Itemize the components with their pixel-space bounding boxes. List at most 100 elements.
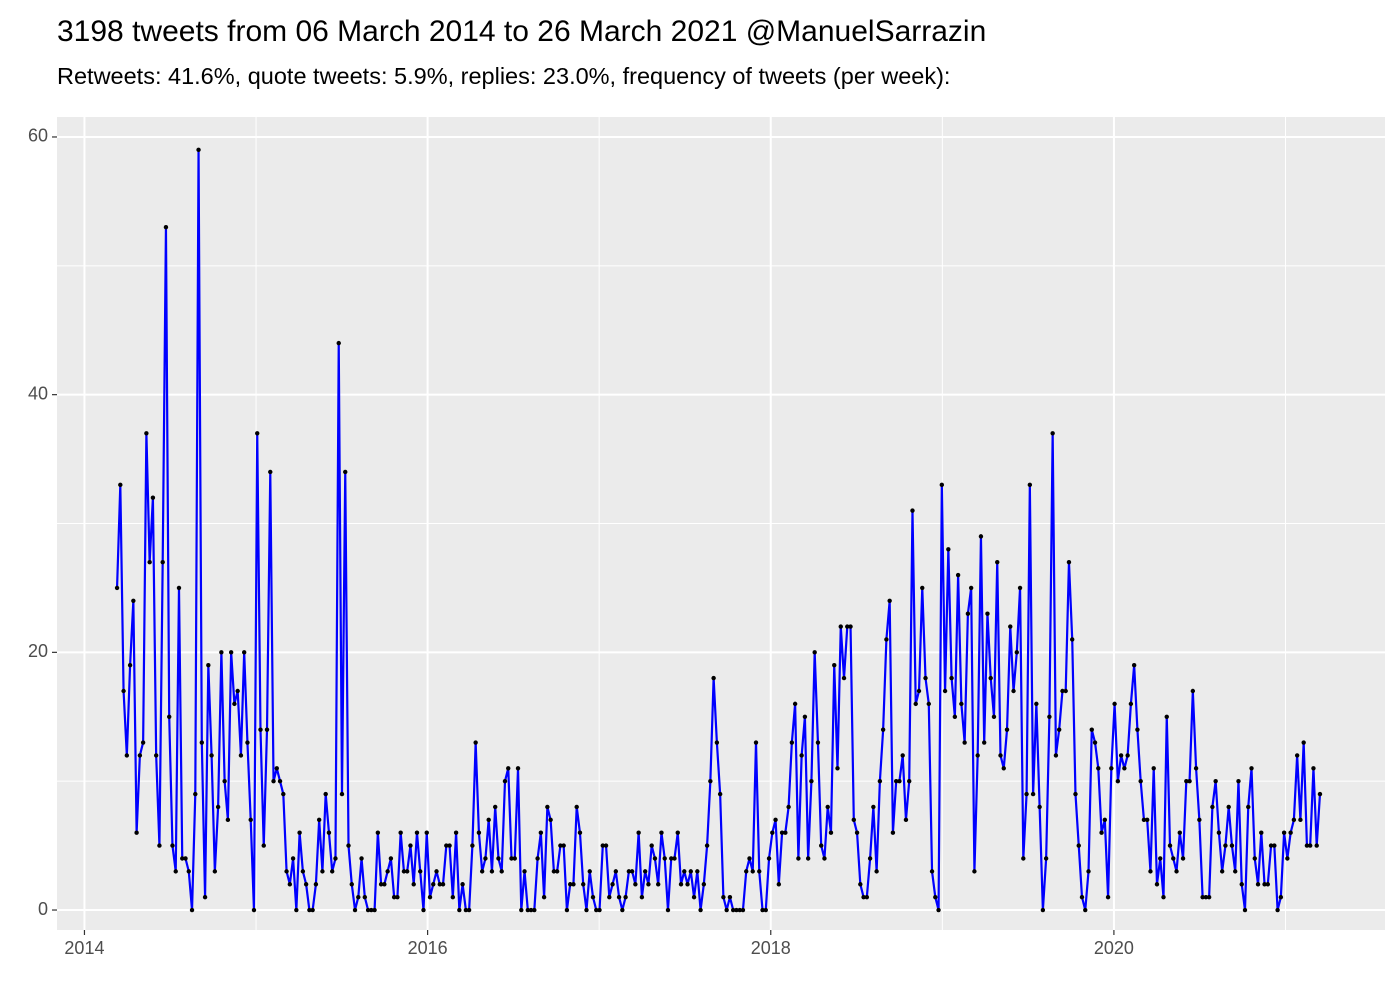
data-point — [871, 804, 876, 810]
data-point — [346, 843, 351, 848]
data-point — [760, 907, 765, 913]
data-point — [822, 856, 827, 861]
data-point — [867, 856, 873, 861]
data-point — [1272, 843, 1277, 848]
data-point — [548, 817, 553, 823]
data-point — [248, 817, 253, 823]
data-point — [343, 469, 348, 475]
data-point — [1109, 766, 1114, 771]
data-point — [1014, 650, 1019, 655]
data-point — [167, 714, 172, 719]
data-point — [440, 882, 446, 887]
data-point — [1034, 701, 1039, 707]
data-point — [629, 869, 635, 874]
data-point — [225, 817, 231, 823]
data-point — [1259, 830, 1264, 835]
data-point — [695, 869, 700, 874]
data-point — [1053, 753, 1059, 758]
x-tick-label: 2018 — [751, 938, 791, 958]
data-point — [730, 907, 736, 913]
data-point — [766, 856, 772, 861]
x-tick-label: 2020 — [1094, 938, 1134, 958]
data-point — [590, 894, 596, 900]
data-point — [946, 547, 951, 552]
data-point — [528, 907, 534, 913]
data-point — [1141, 817, 1147, 823]
data-point — [792, 701, 798, 707]
data-point — [241, 650, 247, 655]
data-point — [173, 869, 178, 874]
data-point — [421, 907, 426, 913]
data-point — [290, 856, 296, 861]
data-point — [121, 688, 126, 694]
data-point — [779, 830, 785, 835]
data-point — [724, 907, 729, 913]
data-point — [646, 882, 651, 887]
data-point — [920, 585, 925, 591]
data-point — [150, 495, 156, 500]
data-point — [434, 869, 439, 874]
data-point — [1066, 559, 1072, 565]
data-point — [620, 907, 625, 913]
data-point — [903, 817, 909, 823]
data-point — [1017, 585, 1023, 591]
data-point — [819, 843, 824, 848]
data-point — [799, 753, 804, 758]
data-point — [893, 778, 899, 784]
data-point — [238, 753, 244, 758]
data-point — [369, 907, 374, 913]
data-point — [493, 804, 498, 810]
data-point — [1265, 882, 1271, 887]
data-point — [1060, 688, 1065, 694]
data-point — [584, 907, 589, 913]
data-point — [995, 559, 1000, 565]
data-point — [812, 650, 817, 655]
data-point — [183, 856, 188, 861]
data-point — [1252, 856, 1257, 861]
data-point — [245, 740, 250, 745]
data-point — [1187, 778, 1192, 784]
data-point — [163, 224, 169, 230]
data-point — [538, 830, 544, 835]
data-point — [300, 869, 306, 874]
data-point — [424, 830, 429, 835]
data-point — [349, 882, 354, 887]
data-point — [1138, 778, 1143, 784]
data-point — [228, 650, 234, 655]
data-point — [1151, 766, 1156, 771]
data-point — [662, 856, 667, 861]
data-point — [359, 856, 364, 861]
data-point — [206, 663, 211, 668]
data-point — [714, 740, 720, 745]
data-point — [757, 869, 762, 874]
data-point — [985, 611, 990, 616]
data-point — [336, 340, 341, 346]
data-point — [1164, 714, 1169, 719]
data-point — [659, 830, 664, 835]
data-point — [378, 882, 384, 887]
data-point — [545, 804, 550, 810]
data-point — [160, 559, 165, 565]
data-point — [1281, 830, 1287, 835]
data-point — [1301, 740, 1306, 745]
data-point — [835, 766, 840, 771]
data-point — [916, 688, 922, 694]
data-point — [1076, 843, 1081, 848]
data-point — [1099, 830, 1104, 835]
data-point — [134, 830, 139, 835]
data-point — [170, 843, 175, 848]
data-point — [603, 843, 609, 848]
data-point — [981, 740, 987, 745]
data-point — [153, 753, 159, 758]
data-point — [923, 675, 928, 681]
data-point — [828, 830, 834, 835]
data-point — [365, 907, 371, 913]
data-point — [522, 869, 527, 874]
data-point — [1105, 894, 1111, 900]
data-point — [1131, 663, 1137, 668]
data-point — [789, 740, 795, 745]
data-point — [483, 856, 488, 861]
data-point — [1122, 766, 1127, 771]
data-point — [1021, 856, 1026, 861]
chart-subtitle: Retweets: 41.6%, quote tweets: 5.9%, rep… — [57, 63, 950, 89]
